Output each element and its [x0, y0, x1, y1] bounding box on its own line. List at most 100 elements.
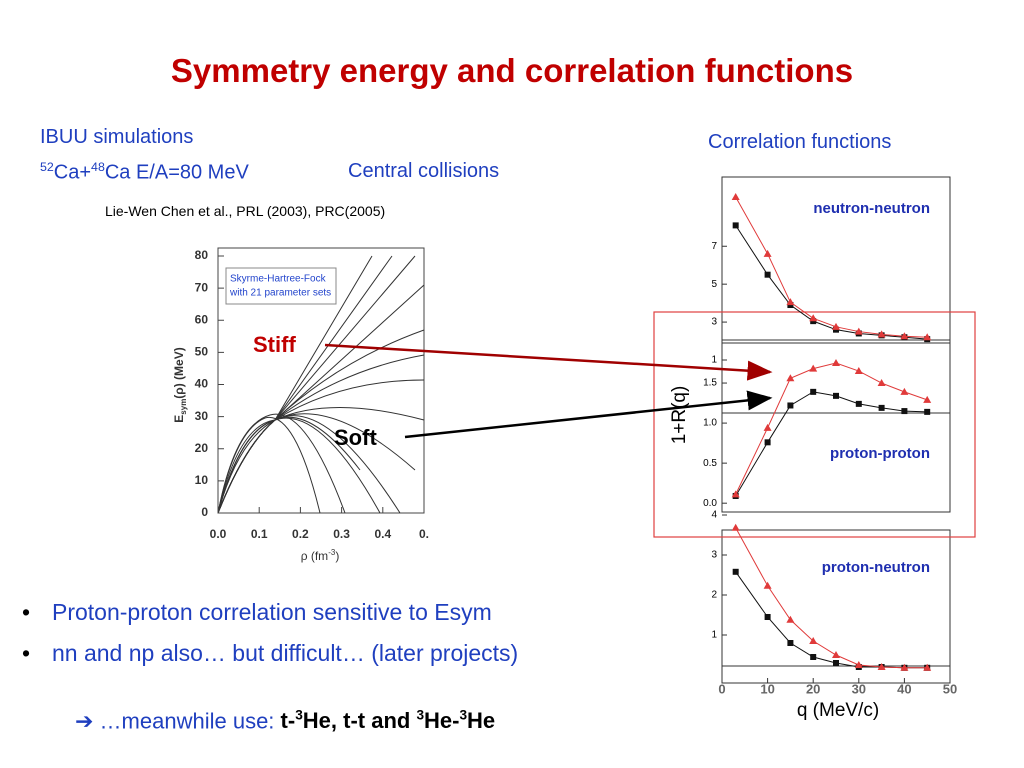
- label-part: (ρ) (MeV): [172, 347, 186, 398]
- y-tick-label: 40: [195, 377, 209, 391]
- x-axis-label: ρ (fm-3): [301, 548, 340, 563]
- point: [809, 637, 818, 644]
- point: [900, 387, 909, 395]
- y-tick-label: 2: [711, 590, 717, 601]
- label-part: ): [335, 549, 339, 563]
- point: [832, 359, 840, 367]
- y-tick-label: 30: [195, 409, 209, 423]
- y-tick-label: 7: [711, 241, 717, 252]
- point: [877, 663, 886, 670]
- mass: 3: [416, 708, 425, 723]
- label-part: -3: [328, 548, 336, 557]
- point: [764, 614, 771, 620]
- footer: ➔ …meanwhile use: t-3He, t-t and 3He-3He: [75, 708, 495, 734]
- point: [731, 490, 740, 498]
- reaction: 52Ca+48Ca E/A=80 MeV: [40, 160, 249, 185]
- soft-arrow: [404, 390, 773, 439]
- nucleus: Ca+: [53, 161, 92, 184]
- point: [923, 333, 932, 341]
- point: [877, 379, 886, 387]
- y-tick-label: 0: [201, 505, 208, 519]
- sim-line: IBUU simulations: [40, 126, 194, 148]
- point: [878, 404, 885, 411]
- mass: 3: [295, 708, 303, 723]
- point: [832, 322, 840, 330]
- point: [786, 374, 795, 382]
- point: [763, 581, 772, 589]
- footer-text: He-: [424, 708, 460, 734]
- point: [900, 332, 909, 340]
- series-line: [735, 225, 928, 340]
- x-tick-label: 0.2: [292, 527, 309, 541]
- x-tick-label: 0.3: [333, 527, 350, 541]
- mass: 3: [459, 708, 468, 723]
- point: [923, 395, 932, 403]
- soft-label: Soft: [334, 425, 377, 450]
- footer-lead: …meanwhile use:: [93, 708, 281, 734]
- series-line: [735, 391, 928, 497]
- label-part: E: [172, 415, 186, 423]
- footer-text: He: [467, 708, 496, 734]
- x-tick-label: 20: [806, 681, 820, 696]
- y-tick-label: 4: [711, 510, 717, 521]
- point: [731, 523, 740, 531]
- point: [833, 660, 839, 666]
- panel-label: proton-neutron: [822, 559, 930, 576]
- legend-text: Skyrme-Hartree-Fock: [230, 274, 327, 285]
- point: [731, 192, 740, 200]
- panel-label: proton-proton: [830, 445, 930, 462]
- y-tick-label: 3: [711, 317, 717, 328]
- x-tick-label: 0.1: [251, 527, 268, 541]
- series-line: [735, 362, 928, 495]
- point: [809, 364, 818, 372]
- y-tick-label: 3: [711, 550, 717, 561]
- y-tick-label: 1.0: [703, 418, 717, 429]
- y-tick-label: 80: [195, 248, 209, 262]
- point: [854, 367, 863, 375]
- point: [810, 388, 817, 395]
- point: [855, 400, 862, 407]
- stiff-label: Stiff: [253, 332, 296, 357]
- x-axis-label: q (MeV/c): [797, 700, 879, 721]
- y-tick-label: 50: [195, 345, 209, 359]
- point: [786, 615, 795, 623]
- y-tick-label: 60: [195, 312, 209, 326]
- label-part: sym: [179, 399, 188, 415]
- x-tick-label: 0.0: [210, 527, 227, 541]
- bullet-text: nn and np also… but difficult… (later pr…: [52, 640, 519, 666]
- point: [763, 249, 772, 257]
- centrality: Central collisions: [348, 160, 500, 182]
- x-tick-label: 0.4: [374, 527, 391, 541]
- point: [787, 640, 794, 646]
- y-tick-label: 0.5: [703, 458, 717, 469]
- x-tick-label: 0: [718, 681, 725, 696]
- point: [786, 298, 795, 306]
- y-tick-label: 5: [711, 279, 717, 290]
- x-tick-label: 50: [943, 681, 957, 696]
- series-line: [735, 527, 928, 669]
- point: [832, 651, 840, 658]
- title: Symmetry energy and correlation function…: [170, 52, 854, 89]
- y-tick-label: 1: [711, 355, 717, 366]
- point: [809, 314, 818, 322]
- stiff-arrow: [324, 343, 773, 381]
- x-tick-label: 40: [897, 681, 911, 696]
- y-axis-label: 1+R(q): [669, 386, 690, 445]
- point: [923, 663, 932, 671]
- x-tick-label: 10: [760, 681, 774, 696]
- corr-frames: [721, 176, 951, 684]
- nucleus: Ca E/A=80 MeV: [104, 161, 249, 184]
- mass: 52: [40, 160, 54, 174]
- y-tick-label: 70: [195, 280, 209, 294]
- arrow: ➔: [75, 708, 94, 734]
- footer-text: He, t-t and: [302, 708, 417, 734]
- panel-label: neutron-neutron: [813, 200, 930, 217]
- y-tick-label: 20: [195, 441, 209, 455]
- series-line: [735, 571, 928, 669]
- point: [924, 408, 931, 415]
- point: [877, 330, 886, 338]
- label-part: ρ (fm: [301, 549, 329, 563]
- point: [854, 327, 863, 335]
- series-line: [735, 196, 928, 338]
